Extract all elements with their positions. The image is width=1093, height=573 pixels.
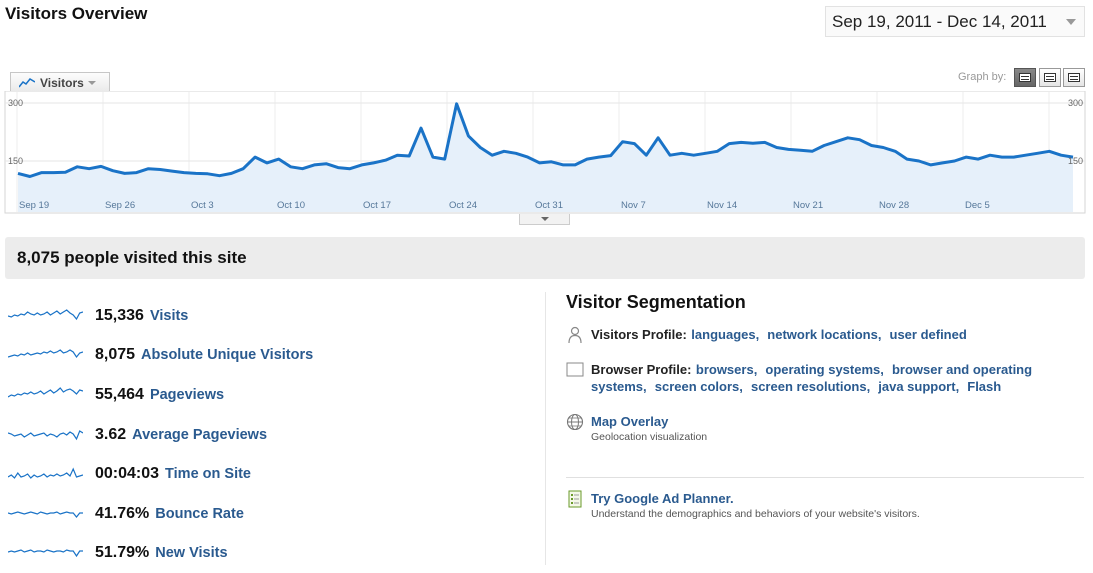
sparkline-icon [8, 429, 83, 440]
metric-row: 41.76% Bounce Rate [8, 494, 313, 534]
metric-link-pageviews[interactable]: Pageviews [149, 386, 225, 403]
globe-icon [566, 413, 584, 431]
browser-window-icon [566, 362, 584, 377]
week-view-icon [1044, 73, 1056, 82]
map-overlay-description: Geolocation visualization [591, 431, 708, 443]
metric-value: 00:04:03 [95, 465, 160, 483]
link-screen-colors[interactable]: screen colors [654, 379, 740, 394]
link-network-locations[interactable]: network locations [767, 327, 878, 342]
person-icon [568, 326, 582, 344]
date-range-text: Sep 19, 2011 - Dec 14, 2011 [832, 11, 1047, 31]
ad-planner-description: Understand the demographics and behavior… [591, 508, 920, 520]
metric-row: 51.79% New Visits [8, 534, 313, 573]
x-tick-label: Dec 5 [965, 200, 990, 211]
metric-link-bounce-rate[interactable]: Bounce Rate [155, 505, 244, 522]
metric-value: 3.62 [95, 425, 127, 443]
y-tick-label: 300 [1068, 98, 1083, 108]
metric-value: 8,075 [95, 346, 136, 364]
link-browser-and-os[interactable]: browser and operating systems [591, 362, 1033, 394]
day-view-icon [1019, 73, 1031, 82]
x-tick-label: Nov 21 [793, 200, 823, 211]
visitors-summary-bar: 8,075 people visited this site [5, 237, 1085, 279]
metric-link-unique-visitors[interactable]: Absolute Unique Visitors [141, 347, 314, 364]
ad-planner-row: Try Google Ad Planner. Understand the de… [566, 490, 920, 520]
x-tick-label: Sep 26 [105, 200, 135, 211]
graph-by-label: Graph by: [958, 71, 1007, 83]
sparkline-path [8, 467, 83, 480]
x-tick-label: Oct 24 [449, 200, 477, 211]
metric-link-new-visits[interactable]: New Visits [155, 545, 228, 562]
metric-row: 55,464 Pageviews [8, 375, 313, 415]
x-tick-label: Oct 31 [535, 200, 563, 211]
link-user-defined[interactable]: user defined [889, 327, 967, 342]
map-overlay-row: Map Overlay Geolocation visualization [566, 413, 707, 443]
visitors-profile-row: Visitors Profile: languages, network loc… [566, 326, 967, 344]
metric-row: 00:04:03 Time on Site [8, 454, 313, 494]
metric-link-visits[interactable]: Visits [149, 307, 189, 324]
sparkline-path [8, 511, 83, 518]
page-title: Visitors Overview [5, 4, 148, 23]
collapse-chart-handle[interactable] [519, 214, 570, 225]
sparkline-path [8, 429, 83, 440]
metric-row: 8,075 Absolute Unique Visitors [8, 336, 313, 376]
metrics-list: 15,336 Visits 8,075 Absolute Unique Visi… [8, 296, 313, 573]
metric-row: 15,336 Visits [8, 296, 313, 336]
graph-by-day-button[interactable] [1014, 68, 1036, 87]
sparkline-icon [8, 511, 83, 518]
link-screen-resolutions[interactable]: screen resolutions [750, 379, 867, 394]
sparkline-path [8, 309, 83, 320]
metric-value: 41.76% [95, 504, 150, 522]
metric-link-average-pageviews[interactable]: Average Pageviews [132, 426, 268, 443]
y-tick-label: 300 [8, 98, 23, 108]
sparkline-icon [8, 387, 83, 398]
x-tick-label: Oct 3 [191, 200, 214, 211]
link-operating-systems[interactable]: operating systems [765, 362, 881, 377]
x-tick-label: Oct 10 [277, 200, 305, 211]
sparkline-path [8, 549, 83, 558]
sparkline-icon [8, 349, 83, 359]
link-map-overlay[interactable]: Map Overlay [591, 414, 669, 429]
sparkline-icon [8, 549, 83, 558]
graph-by-month-button[interactable] [1063, 68, 1085, 87]
sparkline-icon [8, 309, 83, 320]
date-range-picker[interactable]: Sep 19, 2011 - Dec 14, 2011 [825, 6, 1085, 37]
y-tick-label: 150 [1068, 156, 1083, 166]
x-tick-label: Nov 7 [621, 200, 646, 211]
ad-planner-icon [568, 490, 582, 508]
x-tick-label: Oct 17 [363, 200, 391, 211]
metric-value: 51.79% [95, 544, 150, 562]
segmentation-title: Visitor Segmentation [566, 292, 746, 312]
chart-area [18, 103, 1073, 212]
metric-selector-tab[interactable]: Visitors [10, 72, 110, 92]
x-tick-label: Sep 19 [19, 200, 49, 211]
section-divider [566, 477, 1084, 478]
month-view-icon [1068, 73, 1080, 82]
browser-profile-row: Browser Profile: browsers, operating sys… [566, 361, 1056, 395]
sparkline-path [8, 349, 83, 359]
x-tick-label: Nov 14 [707, 200, 737, 211]
metric-value: 55,464 [95, 385, 144, 403]
graph-by-week-button[interactable] [1039, 68, 1061, 87]
column-divider [545, 292, 546, 565]
visitors-chart: 300 150 300 150 Sep 19 Sep 26 Oct 3 Oct 10 Oct 1… [4, 91, 1086, 214]
metric-value: 15,336 [95, 306, 144, 324]
chevron-down-icon [1066, 19, 1076, 25]
link-languages[interactable]: languages [691, 327, 756, 342]
sparkline-path [8, 387, 83, 398]
y-tick-label: 150 [8, 156, 23, 166]
sparkline-icon [8, 467, 83, 480]
link-java-support[interactable]: java support [878, 379, 956, 394]
metric-link-time-on-site[interactable]: Time on Site [165, 466, 251, 483]
line-chart-icon [19, 77, 35, 87]
link-browsers[interactable]: browsers [695, 362, 754, 377]
x-tick-label: Nov 28 [879, 200, 909, 211]
metric-selector-label: Visitors [40, 75, 84, 90]
link-flash[interactable]: Flash [967, 379, 1002, 394]
chevron-down-icon [87, 80, 96, 85]
link-try-ad-planner[interactable]: Try Google Ad Planner. [591, 491, 734, 506]
chart-line [17, 102, 1074, 178]
metric-row: 3.62 Average Pageviews [8, 415, 313, 455]
